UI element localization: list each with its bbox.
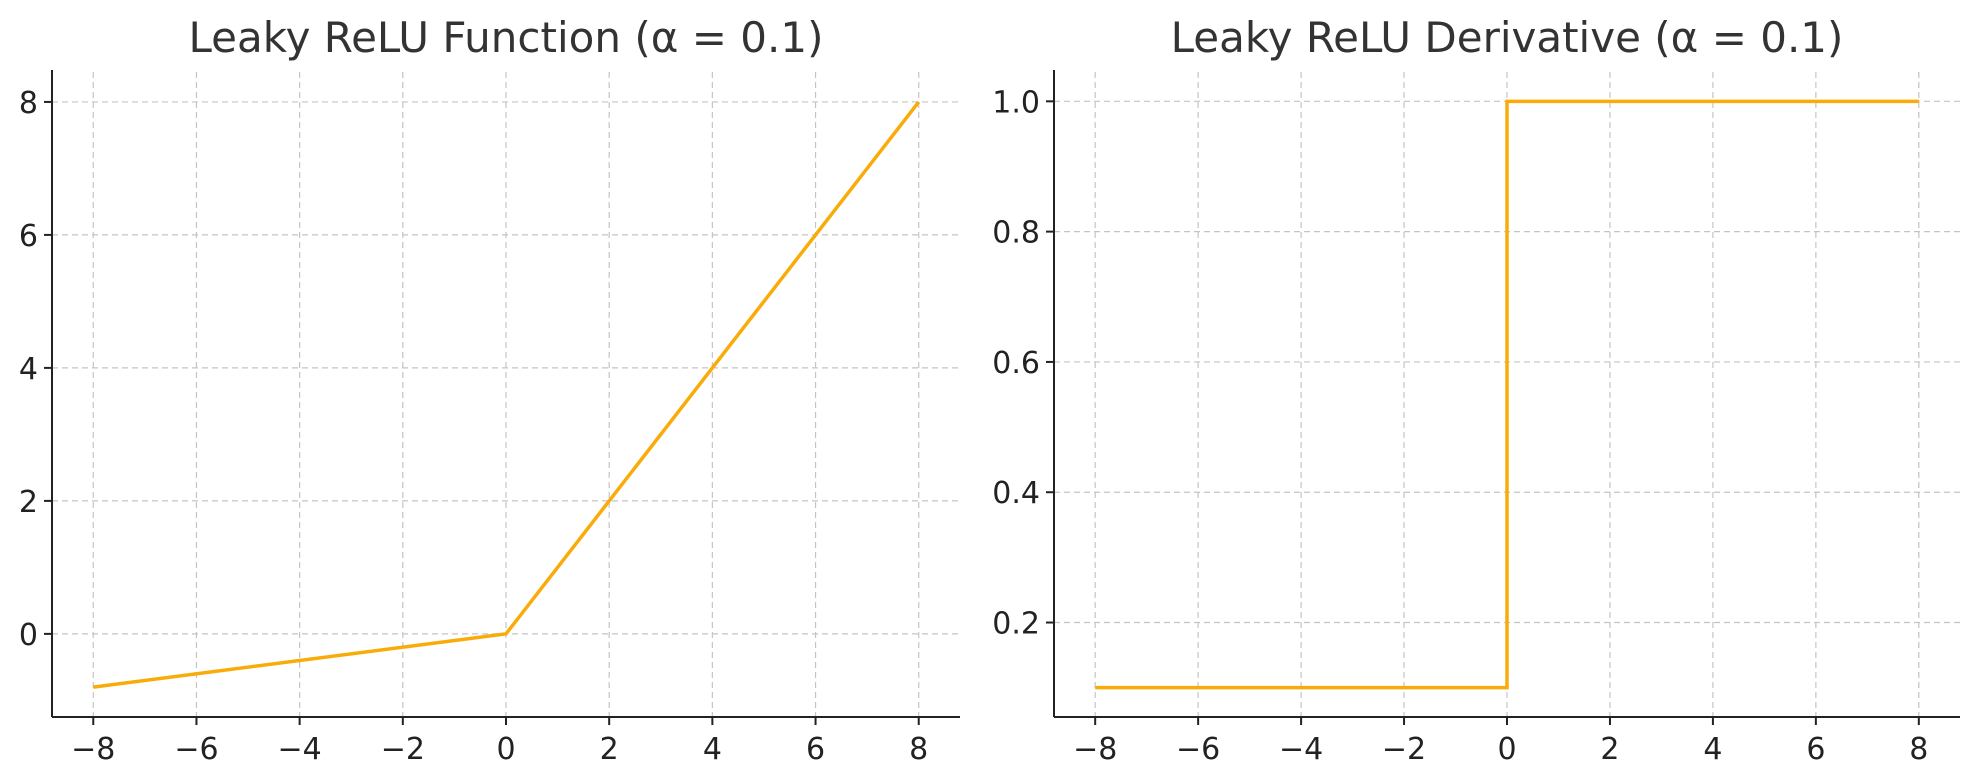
x-tick-label: 2 (1600, 732, 1619, 767)
x-tick-label: 8 (1909, 732, 1928, 767)
y-tick-label: 2 (19, 485, 38, 520)
y-tick-label: 0.8 (992, 216, 1040, 251)
x-tick-label: 4 (703, 732, 722, 767)
y-tick-label: 0 (19, 618, 38, 653)
x-tick-label: 0 (1497, 732, 1516, 767)
x-tick-label: −8 (1073, 732, 1117, 767)
y-tick-label: 4 (19, 352, 38, 387)
series-line (1095, 99, 1919, 690)
x-tick-label: −8 (71, 732, 115, 767)
y-tick-label: 1.0 (992, 85, 1040, 120)
chart-title: Leaky ReLU Derivative (α = 0.1) (1171, 13, 1844, 62)
x-tick-label: −4 (278, 732, 322, 767)
y-tick-label: 0.2 (992, 607, 1040, 642)
series-line (93, 100, 921, 689)
y-tick-label: 0.4 (992, 476, 1040, 511)
x-tick-label: 0 (496, 732, 515, 767)
chart-panel-1: Leaky ReLU Function (α = 0.1) −8 −6 −4 −2 0 2 4… (19, 13, 960, 767)
x-tick-label: −2 (381, 732, 425, 767)
y-tick-label: 6 (19, 219, 38, 254)
x-tick-label: −4 (1279, 732, 1323, 767)
x-tick-label: 8 (909, 732, 928, 767)
x-tick-label: 4 (1703, 732, 1722, 767)
x-tick-label: 6 (806, 732, 825, 767)
y-tick-label: 8 (19, 86, 38, 121)
chart-title: Leaky ReLU Function (α = 0.1) (189, 13, 824, 62)
x-tick-label: −6 (174, 732, 218, 767)
y-tick-label: 0.6 (992, 346, 1040, 381)
x-tick-label: −2 (1382, 732, 1426, 767)
chart-panel-2: Leaky ReLU Derivative (α = 0.1) −8 −6 −4 −2 0… (992, 13, 1960, 767)
x-tick-label: 2 (600, 732, 619, 767)
x-tick-label: 6 (1806, 732, 1825, 767)
x-tick-label: −6 (1176, 732, 1220, 767)
